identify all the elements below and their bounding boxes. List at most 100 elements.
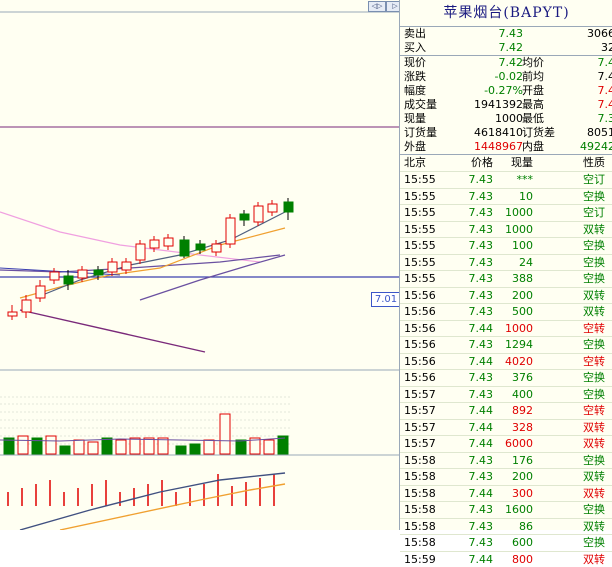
volume-bar <box>158 438 168 454</box>
stat-label: 最高 <box>522 98 544 112</box>
trade-volume: *** <box>517 172 534 188</box>
trade-volume: 500 <box>512 304 533 320</box>
trade-time: 15:55 <box>404 189 436 205</box>
volume-bar <box>60 446 70 454</box>
trade-time: 15:57 <box>404 420 436 436</box>
trade-volume: 86 <box>519 519 533 535</box>
candle-body <box>268 204 277 212</box>
trade-type: 空换 <box>583 535 605 551</box>
volume-bar <box>46 436 56 454</box>
trade-price: 7.43 <box>469 469 494 485</box>
candle-body <box>64 276 73 284</box>
trade-price: 7.43 <box>469 222 494 238</box>
trade-type: 双转 <box>583 304 605 320</box>
trade-type: 空换 <box>583 453 605 469</box>
volume-bar <box>220 414 230 454</box>
trade-price: 7.43 <box>469 205 494 221</box>
volume-bar <box>176 446 186 454</box>
stat-label: 订货差 <box>522 126 555 140</box>
trade-type: 空换 <box>583 271 605 287</box>
volume-bar <box>74 440 84 454</box>
candle-body <box>196 244 205 250</box>
trade-type: 空转 <box>583 403 605 419</box>
indicator-line <box>60 484 285 530</box>
trade-volume: 1294 <box>505 337 533 353</box>
stat-label: 前均 <box>522 70 544 84</box>
trend-line <box>20 310 205 352</box>
trade-volume: 100 <box>512 238 533 254</box>
candle-body <box>36 286 45 298</box>
trade-volume: 10 <box>519 189 533 205</box>
trade-time: 15:56 <box>404 354 436 370</box>
candle-body <box>226 218 235 244</box>
trade-type: 双转 <box>583 552 605 567</box>
trade-row: 15:55 7.43 10 空换 <box>400 188 612 205</box>
stat-label: 现量 <box>404 112 426 126</box>
trade-volume: 4020 <box>505 354 533 370</box>
trade-type: 空订 <box>583 205 605 221</box>
trade-volume: 892 <box>512 403 533 419</box>
buy-volume: 32 <box>601 41 612 55</box>
sell-row: 卖出 7.43 3066 <box>400 27 612 41</box>
header-type: 性质 <box>583 155 605 171</box>
stat-value: 4618410 <box>474 126 523 140</box>
candle-body <box>50 272 59 280</box>
trade-price: 7.43 <box>469 255 494 271</box>
stat-value: -0.27% <box>484 84 523 98</box>
buy-price: 7.42 <box>499 41 524 55</box>
trade-type: 空换 <box>583 370 605 386</box>
trade-time: 15:58 <box>404 535 436 551</box>
stat-value: 7.42 <box>499 56 524 70</box>
trade-price: 7.44 <box>469 552 494 567</box>
trade-volume: 328 <box>512 420 533 436</box>
stat-value: 1000 <box>495 112 523 126</box>
header-time: 北京 <box>404 155 426 171</box>
trade-price: 7.43 <box>469 288 494 304</box>
scroll-left-button[interactable]: ◁▷ <box>368 1 386 12</box>
header-volume: 现量 <box>511 155 533 171</box>
volume-bar <box>102 438 112 454</box>
trade-price: 7.44 <box>469 420 494 436</box>
trade-time: 15:58 <box>404 469 436 485</box>
trade-type: 双转 <box>583 288 605 304</box>
candle-body <box>150 240 159 248</box>
trade-time: 15:56 <box>404 370 436 386</box>
candle-body <box>136 244 145 260</box>
trade-price: 7.43 <box>469 387 494 403</box>
trade-price: 7.43 <box>469 238 494 254</box>
header-price: 价格 <box>471 155 493 171</box>
trade-type: 双转 <box>583 519 605 535</box>
trade-volume: 1000 <box>505 222 533 238</box>
candle-body <box>180 240 189 256</box>
trade-price: 7.44 <box>469 321 494 337</box>
stat-value: 1448967 <box>474 140 523 154</box>
trade-volume: 200 <box>512 469 533 485</box>
volume-bar <box>144 438 154 454</box>
trade-volume: 176 <box>512 453 533 469</box>
trade-price: 7.43 <box>469 172 494 188</box>
trade-price: 7.43 <box>469 189 494 205</box>
trade-type: 空转 <box>583 354 605 370</box>
stat-value: 49242 <box>580 140 612 154</box>
candle-body <box>240 214 249 220</box>
trade-time: 15:59 <box>404 552 436 567</box>
trade-type: 空换 <box>583 502 605 518</box>
volume-bar <box>190 444 200 454</box>
trade-header: 北京 价格 现量 性质 <box>400 154 612 171</box>
ma-line <box>0 212 260 262</box>
kline-chart-area[interactable]: ◁▷ ▷ 7.01 <box>0 0 399 530</box>
sell-price: 7.43 <box>499 27 524 41</box>
volume-bar <box>204 440 214 454</box>
trade-type: 空换 <box>583 189 605 205</box>
trade-time: 15:55 <box>404 255 436 271</box>
